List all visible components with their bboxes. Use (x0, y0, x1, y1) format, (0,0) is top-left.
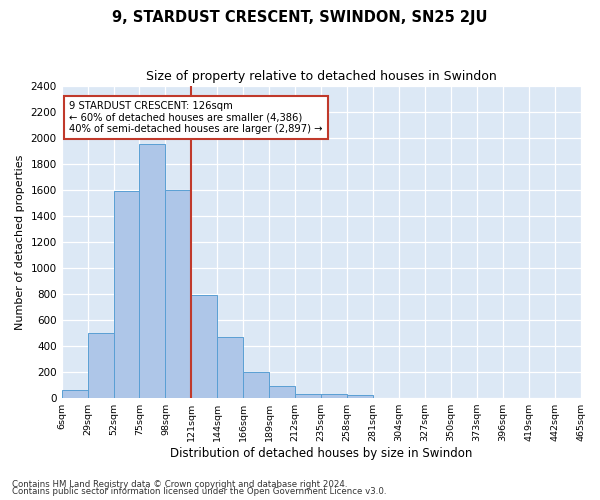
Bar (166, 190, 191, 398)
Text: 9 STARDUST CRESCENT: 126sqm
← 60% of detached houses are smaller (4,386)
40% of : 9 STARDUST CRESCENT: 126sqm ← 60% of det… (70, 101, 323, 134)
Bar (191, 295, 217, 398)
Text: 9, STARDUST CRESCENT, SWINDON, SN25 2JU: 9, STARDUST CRESCENT, SWINDON, SN25 2JU (112, 10, 488, 25)
Bar (295, 394, 321, 398)
Bar (62, 390, 88, 398)
Bar (217, 337, 243, 398)
Bar (321, 394, 347, 398)
Bar (347, 396, 373, 398)
Y-axis label: Number of detached properties: Number of detached properties (15, 154, 25, 330)
Bar (243, 372, 269, 398)
Bar (139, 144, 166, 398)
Text: Contains public sector information licensed under the Open Government Licence v3: Contains public sector information licen… (12, 487, 386, 496)
Text: Contains HM Land Registry data © Crown copyright and database right 2024.: Contains HM Land Registry data © Crown c… (12, 480, 347, 489)
Bar (113, 191, 139, 398)
X-axis label: Distribution of detached houses by size in Swindon: Distribution of detached houses by size … (170, 447, 472, 460)
Bar (88, 333, 113, 398)
Bar (269, 386, 295, 398)
Title: Size of property relative to detached houses in Swindon: Size of property relative to detached ho… (146, 70, 496, 83)
